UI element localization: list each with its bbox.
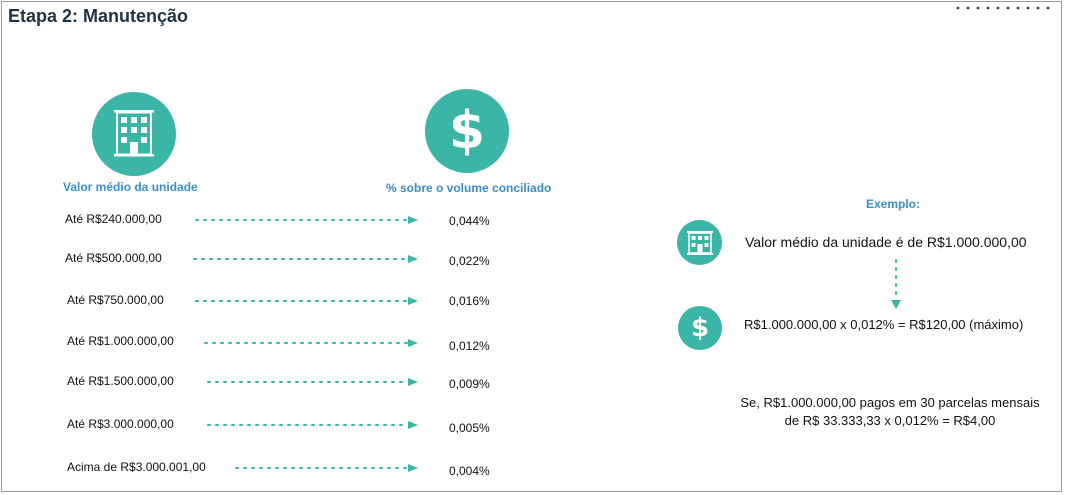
note-line: de R$ 33.333,33 x 0,012% = R$4,00 <box>784 413 996 428</box>
dotted-arrow-icon <box>195 216 418 224</box>
row-label: Até R$500.000,00 <box>65 251 162 265</box>
left-column-heading: Valor médio da unidade <box>63 180 198 194</box>
row-label: Até R$1.500.000,00 <box>67 374 174 388</box>
row-label: Acima de R$3.000.001,00 <box>67 460 206 474</box>
row-percentage: 0,004% <box>449 464 490 478</box>
row-percentage: 0,022% <box>449 254 490 268</box>
example-calculation: R$1.000.000,00 x 0,012% = R$120,00 (máxi… <box>744 317 1024 332</box>
dollar-icon: $ <box>678 306 722 350</box>
dotted-down-arrow-icon <box>891 259 901 309</box>
dollar-icon: $ <box>425 89 509 173</box>
row-percentage: 0,005% <box>449 421 490 435</box>
dotted-arrow-icon <box>207 421 418 429</box>
row-percentage: 0,009% <box>449 377 490 391</box>
example-installment-note: Se, R$1.000.000,00 pagos em 30 parcelas … <box>700 394 1065 430</box>
row-percentage: 0,016% <box>449 294 490 308</box>
dollar-symbol: $ <box>690 313 710 343</box>
dotted-arrow-icon <box>204 339 418 347</box>
row-label: Até R$1.000.000,00 <box>67 334 174 348</box>
dotted-arrow-icon <box>207 378 418 386</box>
decorative-dots <box>956 6 1050 10</box>
row-percentage: 0,012% <box>449 339 490 353</box>
dollar-symbol: $ <box>448 101 486 161</box>
dotted-arrow-icon <box>195 297 418 305</box>
dotted-arrow-icon <box>235 464 418 472</box>
example-unit-value: Valor médio da unidade é de R$1.000.000,… <box>745 234 1027 250</box>
row-label: Até R$750.000,00 <box>67 293 164 307</box>
right-column-heading: % sobre o volume conciliado <box>386 181 552 195</box>
row-label: Até R$240.000,00 <box>65 212 162 226</box>
building-icon <box>677 220 722 265</box>
note-line: Se, R$1.000.000,00 pagos em 30 parcelas … <box>740 395 1040 410</box>
dotted-arrow-icon <box>193 255 418 263</box>
page-title: Etapa 2: Manutenção <box>8 6 189 26</box>
building-icon <box>92 92 176 176</box>
row-percentage: 0,044% <box>449 214 490 228</box>
example-heading: Exemplo: <box>866 197 921 211</box>
row-label: Até R$3.000.000,00 <box>67 417 174 431</box>
